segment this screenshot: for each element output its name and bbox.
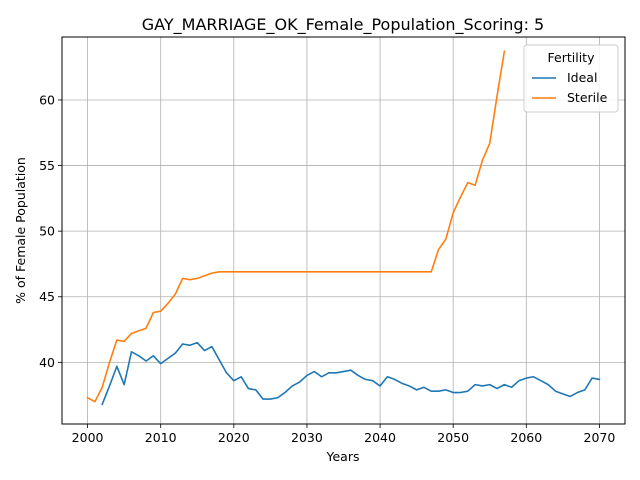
x-tick-label: 2060 bbox=[510, 430, 542, 445]
chart-title: GAY_MARRIAGE_OK_Female_Population_Scorin… bbox=[142, 15, 544, 35]
y-tick-label: 45 bbox=[39, 289, 55, 304]
x-tick-label: 2070 bbox=[584, 430, 616, 445]
series-lines bbox=[86, 50, 601, 406]
y-tick-label: 55 bbox=[39, 158, 55, 173]
x-tick-label: 2030 bbox=[291, 430, 323, 445]
legend: Fertility Ideal Sterile bbox=[523, 44, 619, 113]
x-tick-label: 2020 bbox=[218, 430, 250, 445]
legend-title: Fertility bbox=[548, 50, 596, 65]
series-line-ideal bbox=[101, 341, 601, 406]
y-axis-label: % of Female Population bbox=[13, 157, 28, 304]
x-tick-label: 2050 bbox=[437, 430, 469, 445]
plot-frame bbox=[61, 36, 626, 425]
y-tick-label: 50 bbox=[39, 224, 55, 239]
x-axis-label: Years bbox=[326, 449, 360, 464]
axis-ticks: 2000 2010 2020 2030 2040 2050 2060 2070 40 45 50 55… bbox=[39, 92, 615, 445]
x-tick-label: 2040 bbox=[364, 430, 396, 445]
legend-label-ideal: Ideal bbox=[567, 70, 597, 85]
y-tick-label: 60 bbox=[39, 92, 55, 107]
x-tick-label: 2010 bbox=[145, 430, 177, 445]
legend-box bbox=[523, 44, 619, 113]
legend-label-sterile: Sterile bbox=[567, 90, 608, 105]
y-tick-label: 40 bbox=[39, 355, 55, 370]
series-line-sterile bbox=[86, 50, 506, 403]
x-tick-label: 2000 bbox=[72, 430, 104, 445]
